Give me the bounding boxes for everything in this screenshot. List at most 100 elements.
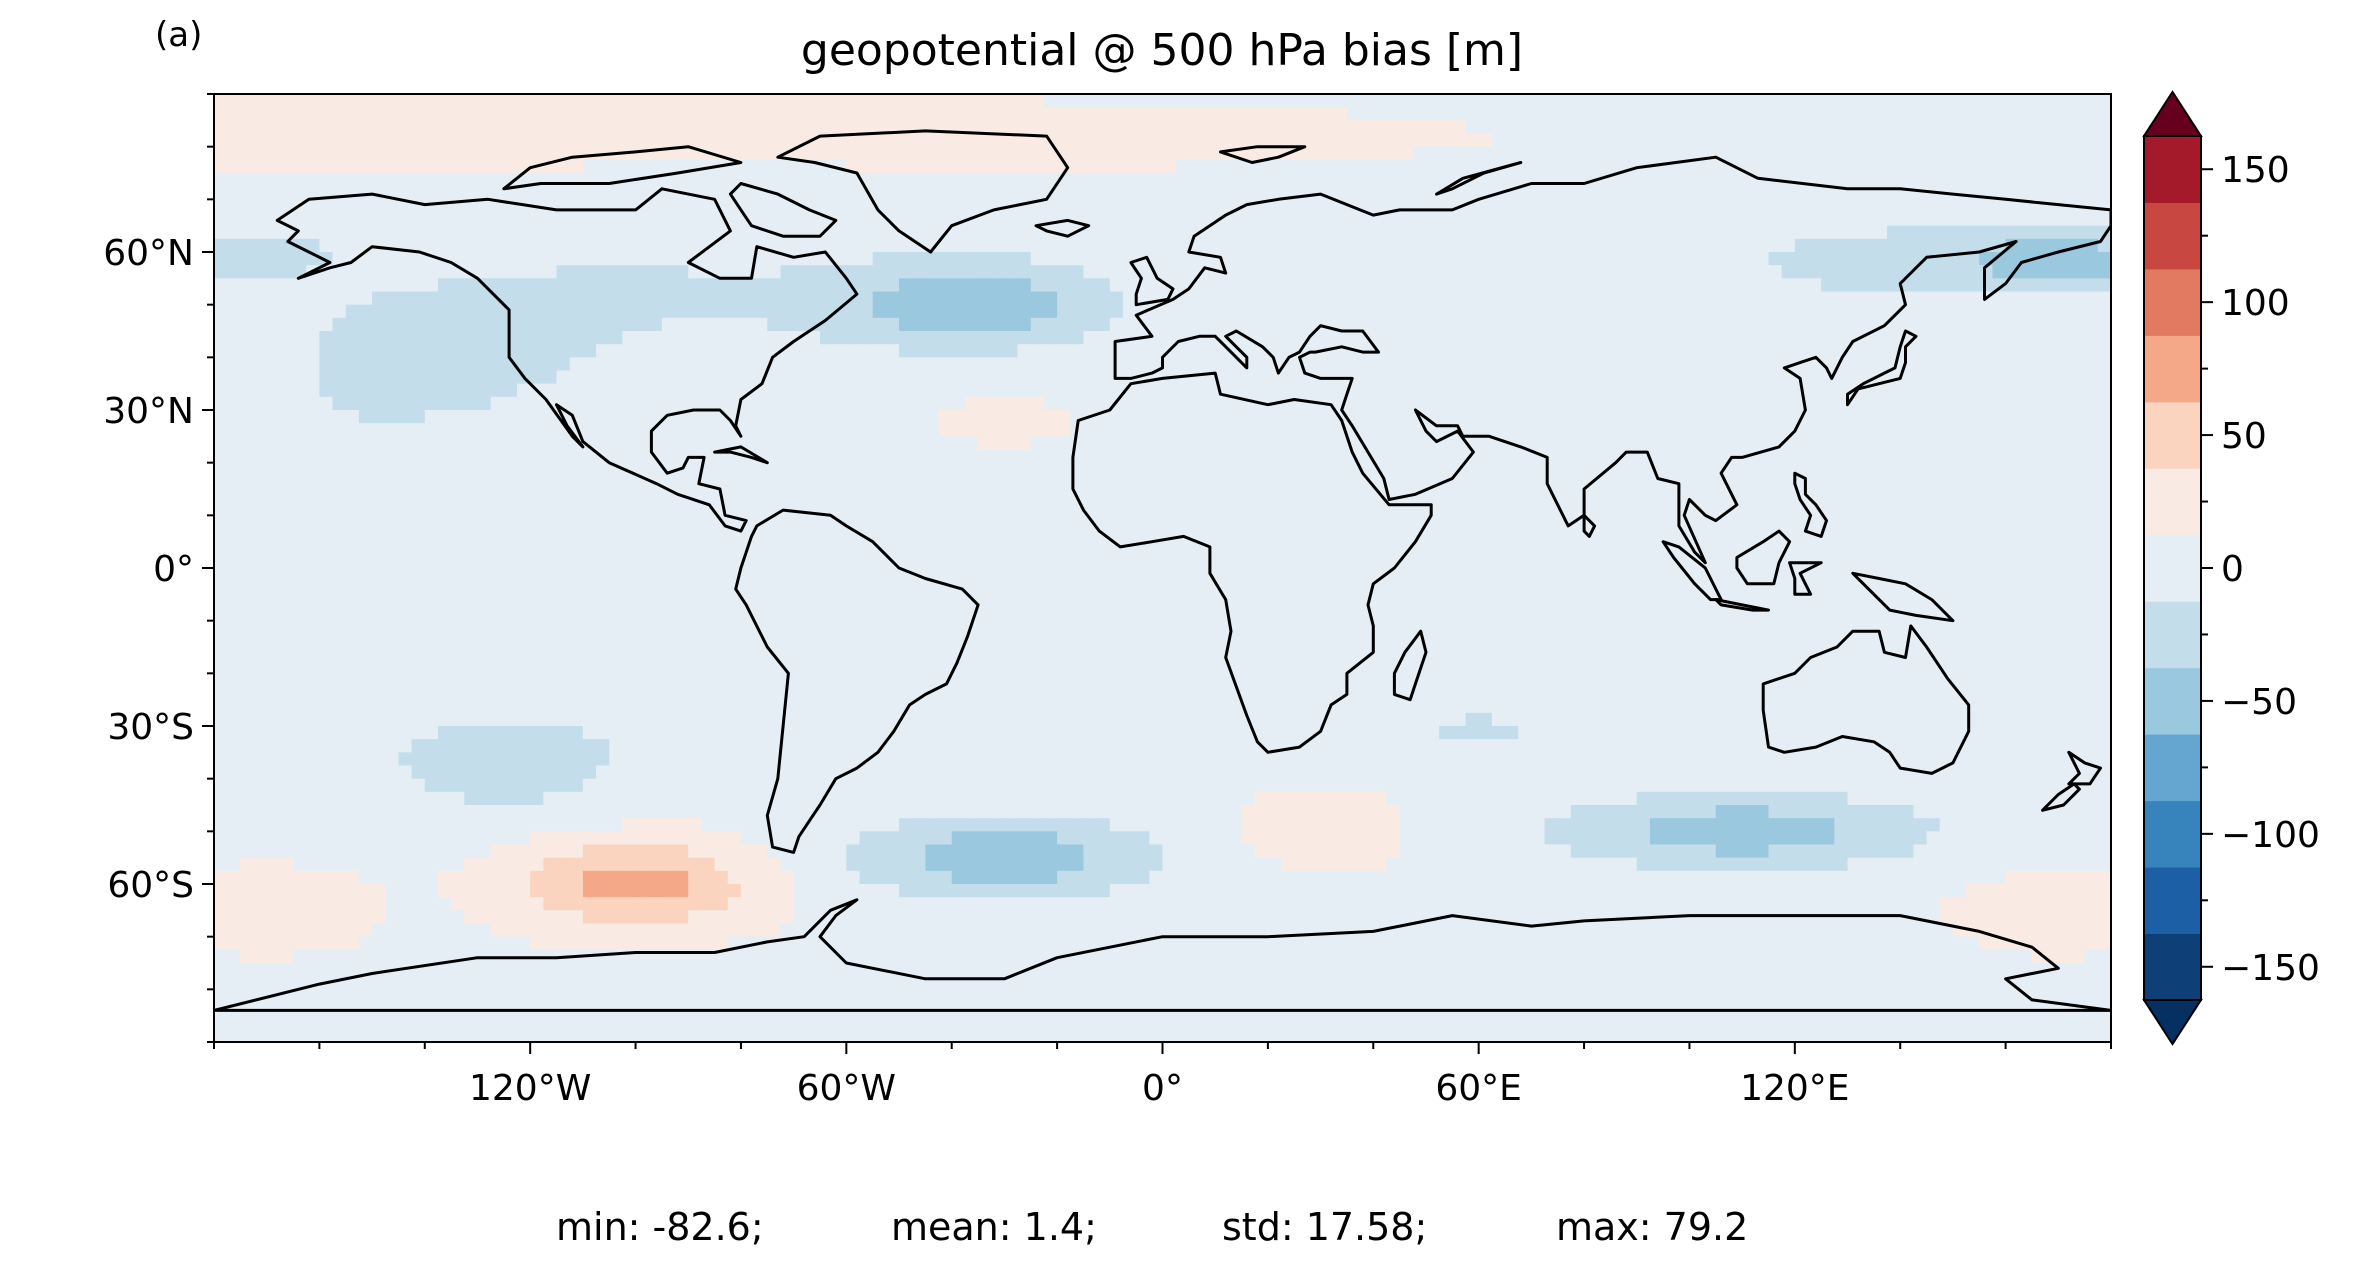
heat-cell [1346,291,1361,306]
heat-cell [819,357,834,372]
heat-cell [464,370,479,385]
heat-cell [451,225,465,240]
heat-cell [240,410,255,424]
heat-cell [464,146,479,161]
heat-cell [1083,423,1098,437]
heat-cell [754,199,768,214]
heat-cell [1136,528,1150,543]
heat-cell [2084,515,2099,530]
heat-cell [1689,291,1704,306]
heat-cell [767,133,782,148]
heat-cell [1452,475,1467,490]
heat-cell [1109,344,1124,358]
heat-cell [1860,146,1875,161]
heat-cell [530,120,544,135]
heat-cell [609,528,623,543]
heat-cell [266,357,281,372]
heat-cell [1083,186,1098,200]
heat-cell [332,146,347,161]
heat-cell [1188,489,1203,503]
heat-cell [1570,199,1585,214]
heat-cell [1531,344,1546,358]
heat-cell [1597,410,1611,424]
heat-cell [1281,291,1295,306]
heat-cell [793,291,808,306]
heat-cell [1254,146,1269,161]
heat-cell [372,225,386,240]
heat-cell [1610,317,1625,332]
heat-cell [1505,449,1519,464]
heat-cell [1834,396,1849,411]
heat-cell [464,212,479,227]
heat-cell [1360,133,1374,148]
heat-cell [1597,528,1611,543]
heat-cell [253,173,268,187]
heat-cell [214,357,228,372]
heat-cell [912,357,926,372]
heat-cell [740,502,755,516]
heat-cell [1465,396,1480,411]
heat-cell [543,344,558,358]
heat-cell [2018,94,2033,108]
heat-cell [1241,370,1256,385]
heat-cell [1531,225,1546,240]
heat-cell [1452,291,1467,306]
heat-cell [543,186,558,200]
heat-cell [437,225,452,240]
heat-cell [1004,449,1019,464]
heat-cell [437,173,452,187]
heat-cell [1992,462,2007,477]
heat-cell [1834,133,1849,148]
heat-cell [1728,146,1743,161]
heat-cell [1136,159,1150,174]
heat-cell [306,475,320,490]
heat-cell [411,304,426,319]
heat-cell [1162,238,1177,253]
heat-cell [859,317,874,332]
heat-cell [582,317,597,332]
heat-cell [978,304,992,319]
heat-cell [1386,515,1401,530]
heat-cell [925,541,940,556]
heat-cell [569,515,584,530]
heat-cell [1768,423,1783,437]
heat-cell [701,212,716,227]
heat-cell [464,304,479,319]
heat-cell [1544,265,1559,279]
heat-cell [1847,291,1862,306]
heat-cell [279,331,294,345]
heat-cell [964,173,979,187]
heat-cell [1254,278,1269,293]
heat-cell [938,291,953,306]
heat-cell [1202,291,1216,306]
heat-cell [1781,383,1796,398]
heat-cell [1202,475,1216,490]
heat-cell [1241,173,1256,187]
heat-cell [1663,370,1677,385]
heat-cell [754,304,768,319]
heat-cell [293,410,307,424]
heat-cell [1478,291,1493,306]
heat-cell [912,410,926,424]
heat-cell [1505,291,1519,306]
heat-cell [1610,133,1625,148]
heat-cell [1004,489,1019,503]
heat-cell [635,107,650,121]
heat-cell [767,410,782,424]
heat-cell [833,357,847,372]
heat-cell [1821,146,1835,161]
heat-cell [2005,146,2020,161]
heat-cell [1083,396,1098,411]
heat-cell [1939,370,1954,385]
heat-cell [912,344,926,358]
heat-cell [1900,159,1914,174]
heat-cell [688,528,703,543]
heat-cell [490,515,505,530]
heat-cell [2045,528,2059,543]
heat-cell [385,173,400,187]
heat-cell [1096,186,1111,200]
heat-cell [1834,173,1849,187]
heat-cell [227,120,241,135]
heat-cell [1294,304,1309,319]
heat-cell [2071,449,2086,464]
